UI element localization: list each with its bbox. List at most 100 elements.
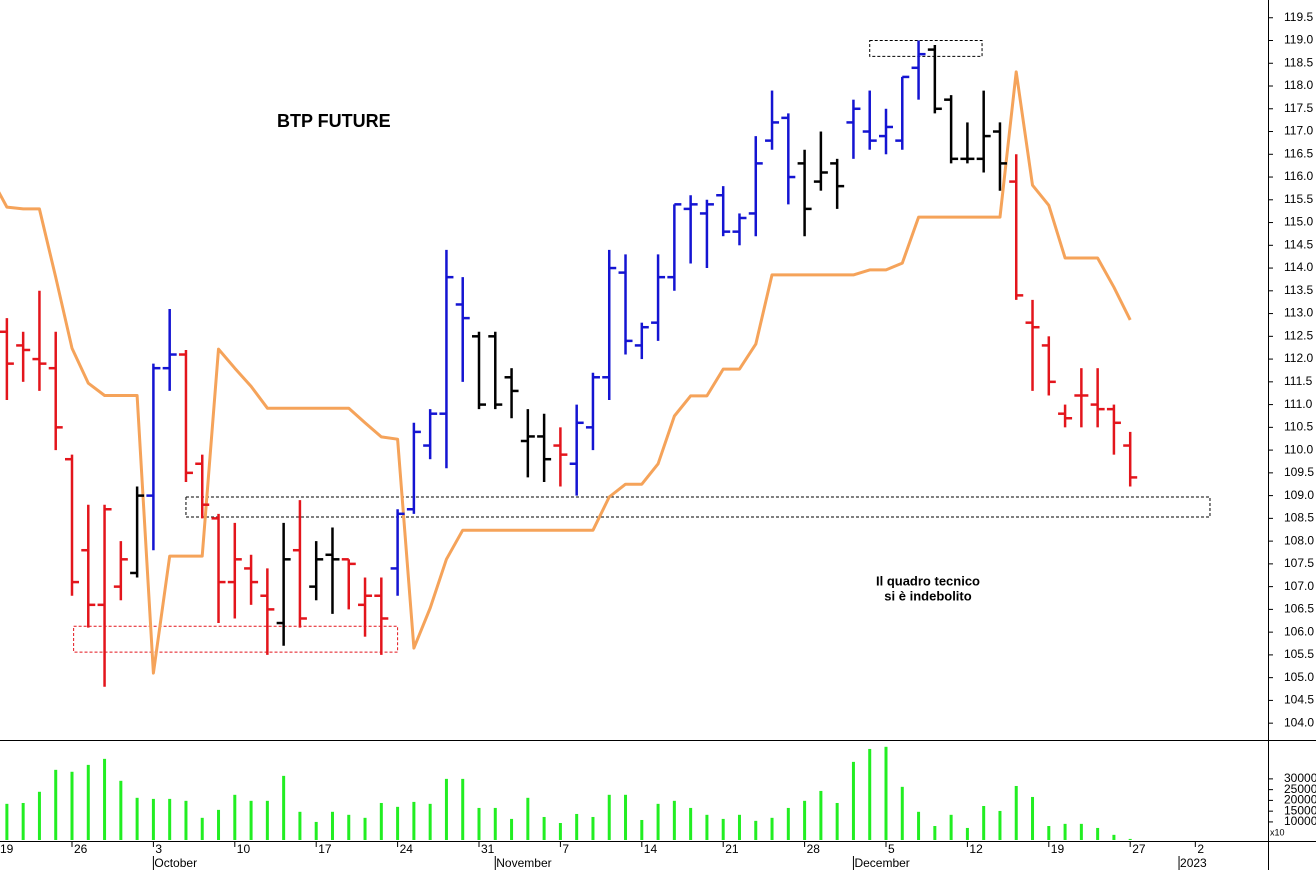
volume-bar	[835, 802, 839, 840]
volume-bar	[461, 778, 465, 840]
volume-bar	[591, 816, 595, 840]
x-tick-label: 2	[1197, 842, 1204, 856]
volume-bar	[526, 797, 530, 840]
volume-bar	[819, 790, 823, 840]
zone	[869, 40, 983, 57]
y-tick-label: 109.5	[1284, 465, 1314, 479]
volume-bar	[477, 807, 481, 840]
volume-bar	[575, 813, 579, 840]
volume-bar	[428, 803, 432, 840]
y-tick-label: 119.0	[1284, 33, 1313, 47]
y-tick-label: 113.0	[1284, 306, 1313, 320]
y-tick-label: 115.0	[1284, 215, 1313, 229]
y-tick-label: 110.5	[1284, 420, 1313, 434]
volume-bar	[119, 780, 123, 840]
x-tick-label: 21	[725, 842, 739, 856]
volume-bar	[1096, 827, 1100, 840]
volume-bar	[998, 810, 1002, 840]
volume-bar	[1112, 834, 1116, 840]
volume-bar	[54, 769, 58, 840]
volume-bar	[965, 827, 969, 840]
volume-bar	[217, 809, 221, 840]
month-label: 2023	[1180, 856, 1207, 870]
y-tick-label: 107.5	[1284, 556, 1314, 570]
y-tick-label: 105.5	[1284, 647, 1314, 661]
volume-bar	[754, 820, 758, 840]
volume-bar	[396, 806, 400, 840]
y-tick-label: 108.0	[1284, 533, 1314, 547]
volume-bar	[86, 764, 90, 840]
y-tick-label: 111.0	[1284, 397, 1313, 411]
volume-bar	[314, 821, 318, 840]
zone	[73, 625, 399, 653]
volume-bar	[640, 819, 644, 840]
indicator-line	[0, 70, 1132, 675]
y-tick-label: 111.5	[1284, 374, 1313, 388]
volume-bar	[298, 811, 302, 840]
y-tick-label: 115.5	[1284, 192, 1313, 206]
volume-bar	[282, 775, 286, 840]
volume-bar	[1063, 823, 1067, 840]
volume-bar	[624, 794, 628, 840]
volume-bar	[444, 778, 448, 840]
y-tick-label: 110.0	[1284, 442, 1313, 456]
volume-bar	[70, 771, 74, 840]
annotation: Il quadro tecnico	[876, 573, 980, 588]
y-tick-label: 25000	[1284, 782, 1316, 796]
y-tick-label: 118.5	[1284, 55, 1313, 69]
volume-unit: x10	[1270, 827, 1285, 837]
volume-bar	[770, 817, 774, 840]
volume-bar	[542, 816, 546, 840]
y-tick-label: 15000	[1284, 803, 1316, 817]
x-tick-label: 19	[1051, 842, 1065, 856]
volume-bar	[705, 814, 709, 840]
volume-bar	[1014, 785, 1018, 840]
y-tick-label: 109.0	[1284, 488, 1314, 502]
y-tick-label: 114.5	[1284, 237, 1313, 251]
volume-bar	[949, 814, 953, 840]
y-tick-label: 108.5	[1284, 511, 1314, 525]
volume-bar	[151, 798, 155, 840]
volume-bar	[233, 794, 237, 840]
volume-bar	[1128, 838, 1132, 840]
x-tick-label: 3	[155, 842, 162, 856]
y-tick-label: 104.5	[1284, 693, 1314, 707]
y-tick-label: 107.0	[1284, 579, 1314, 593]
volume-bar	[330, 811, 334, 840]
volume-bar	[672, 800, 676, 840]
volume-bar	[737, 814, 741, 840]
volume-bar	[607, 794, 611, 840]
volume-bar	[851, 761, 855, 840]
volume-bar	[21, 802, 25, 840]
volume-bar	[1079, 823, 1083, 840]
y-tick-label: 117.5	[1284, 101, 1313, 115]
volume-bar	[168, 798, 172, 840]
y-tick-label: 114.0	[1284, 260, 1313, 274]
volume-bar	[917, 811, 921, 840]
volume-bar	[379, 802, 383, 840]
annotation: si è indebolito	[884, 588, 971, 603]
y-tick-label: 30000	[1284, 771, 1316, 785]
volume-bar	[103, 758, 107, 840]
y-tick-label: 10000	[1284, 814, 1316, 828]
volume-bar	[1031, 796, 1035, 840]
volume-bar	[184, 800, 188, 840]
y-tick-label: 119.5	[1284, 10, 1313, 24]
volume-bar	[265, 800, 269, 840]
x-tick-label: 7	[562, 842, 569, 856]
month-label: November	[496, 856, 551, 870]
volume-bar	[5, 803, 9, 840]
x-tick-label: 14	[644, 842, 658, 856]
x-tick-label: 28	[807, 842, 821, 856]
x-tick-label: 10	[237, 842, 251, 856]
x-tick-label: 27	[1132, 842, 1146, 856]
volume-bar	[412, 801, 416, 840]
x-tick-label: 19	[0, 842, 14, 856]
y-tick-label: 113.5	[1284, 283, 1313, 297]
volume-bar	[347, 814, 351, 840]
chart-title: BTP FUTURE	[277, 111, 391, 131]
volume-bar	[135, 797, 139, 840]
volume-bar	[933, 826, 937, 840]
